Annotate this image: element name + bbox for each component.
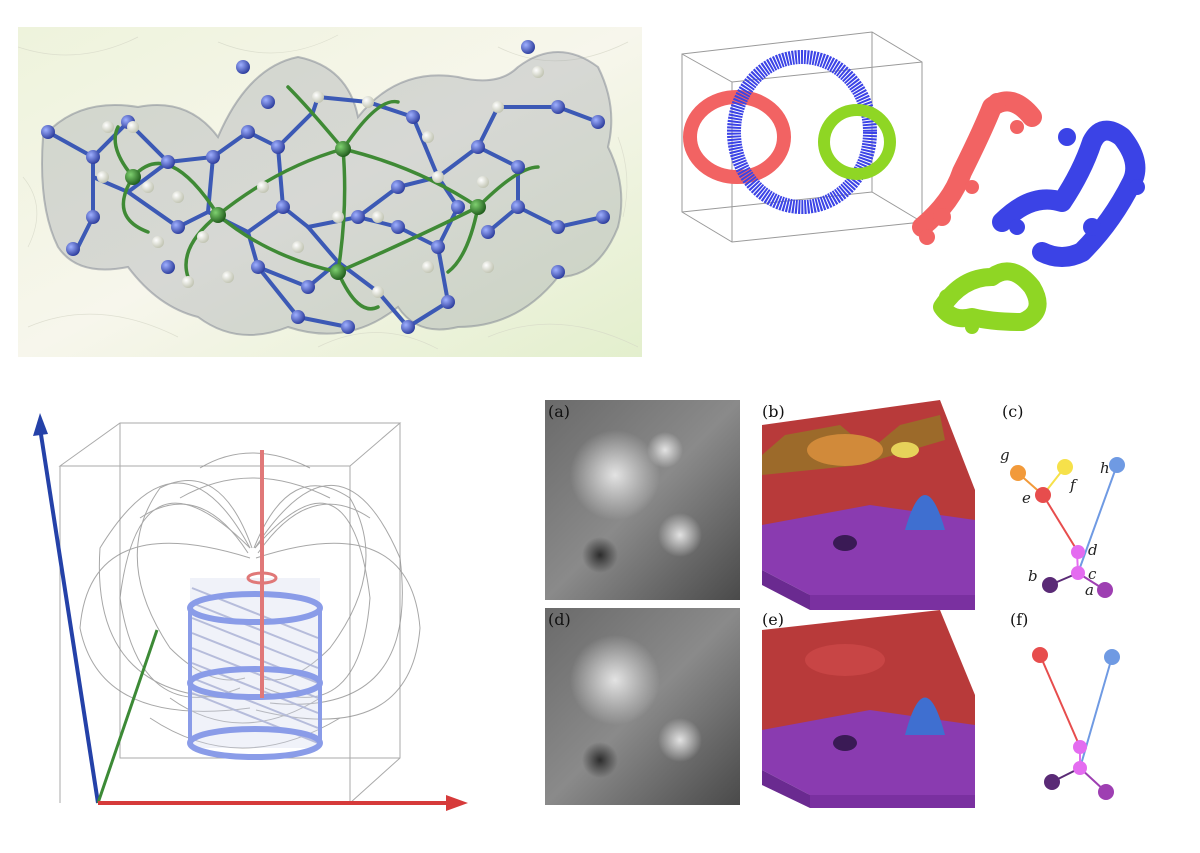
panel-label-d: (d) bbox=[548, 610, 571, 629]
panel-label-c: (c) bbox=[1002, 402, 1023, 421]
tree-node-b bbox=[1042, 577, 1058, 593]
panel-label-a: (a) bbox=[548, 402, 570, 421]
tree-label-d: d bbox=[1088, 541, 1098, 559]
tree-label-c: c bbox=[1088, 565, 1097, 583]
tree-node-a bbox=[1097, 582, 1113, 598]
tree-node-d bbox=[1071, 545, 1085, 559]
rings-graphic bbox=[681, 31, 1146, 334]
merge-tree-f bbox=[1032, 647, 1120, 800]
merge-tree-figure: h g f e d c b a (a) (b) (c) (d) (e bbox=[540, 395, 1200, 815]
tree-label-a: a bbox=[1085, 581, 1094, 599]
tree-figure-graphic: h g f e d c b a (a) (b) (c) (d) (e bbox=[545, 400, 1125, 808]
tree-node-h bbox=[1109, 457, 1125, 473]
tree-label-f: f bbox=[1069, 476, 1078, 494]
panel-label-b: (b) bbox=[762, 402, 785, 421]
tree-label-h: h bbox=[1100, 459, 1110, 477]
terrain-b bbox=[762, 400, 975, 610]
panel-label-f: (f) bbox=[1010, 610, 1028, 629]
terrain-e bbox=[762, 610, 975, 808]
tree-label-e: e bbox=[1022, 489, 1031, 507]
tree-label-b: b bbox=[1028, 567, 1038, 585]
tree-node-e bbox=[1035, 487, 1051, 503]
molecule-graphic bbox=[18, 27, 642, 357]
heightmap-a bbox=[545, 400, 740, 600]
heightmap-d bbox=[545, 608, 740, 805]
tree-node-g bbox=[1010, 465, 1026, 481]
panel-label-e: (e) bbox=[762, 610, 784, 629]
tree-node-f bbox=[1057, 459, 1073, 475]
field-graphic bbox=[33, 413, 468, 811]
field-lines-visualization bbox=[20, 398, 480, 823]
tree-label-g: g bbox=[1000, 446, 1010, 464]
tree-node-c bbox=[1071, 566, 1085, 580]
linked-rings-visualization bbox=[672, 22, 1182, 362]
molecule-visualization bbox=[18, 27, 642, 357]
merge-tree-c: h g f e d c b a bbox=[1000, 446, 1125, 599]
